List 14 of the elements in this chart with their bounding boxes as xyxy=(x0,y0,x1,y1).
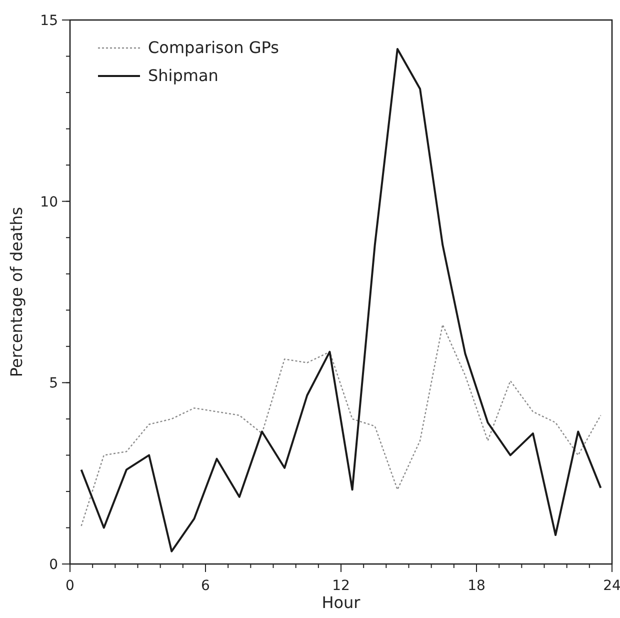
y-tick-label: 10 xyxy=(40,194,58,210)
x-tick-label: 24 xyxy=(603,578,620,594)
x-tick-label: 12 xyxy=(332,578,350,594)
line-series xyxy=(80,324,602,527)
legend-label: Shipman xyxy=(148,66,218,85)
y-tick-label: 5 xyxy=(49,376,58,392)
x-tick-label: 18 xyxy=(468,578,486,594)
x-tick-label: 6 xyxy=(201,578,210,594)
y-tick-label: 0 xyxy=(49,557,58,573)
y-tick-label: 15 xyxy=(40,13,58,29)
x-axis-title: Hour xyxy=(322,593,361,612)
x-tick-label: 0 xyxy=(66,578,74,594)
legend-label: Comparison GPs xyxy=(148,38,279,57)
y-axis-title: Percentage of deaths xyxy=(7,206,26,378)
